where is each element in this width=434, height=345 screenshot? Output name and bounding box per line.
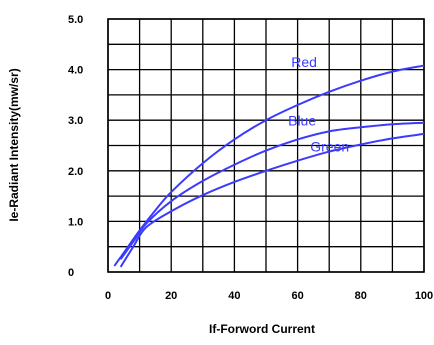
series-lines — [113, 64, 425, 268]
series-line-blue — [119, 121, 425, 260]
plot-border — [107, 18, 425, 273]
y-axis-ticks: 0 1.0 2.0 3.0 4.0 5.0 — [68, 14, 83, 279]
series-label-blue: Blue — [288, 112, 316, 128]
x-tick-label: 0 — [105, 290, 111, 302]
series-label-red: Red — [291, 54, 317, 70]
series-line-green — [119, 132, 425, 268]
x-tick-label: 20 — [165, 290, 177, 302]
y-tick-label: 3.0 — [68, 115, 83, 127]
plot-frame — [107, 18, 425, 273]
series-labels: Red Blue Green — [288, 54, 349, 155]
y-tick-label: 0 — [68, 267, 74, 279]
x-axis-ticks: 0 20 40 60 80 100 — [105, 290, 433, 302]
x-tick-label: 40 — [228, 290, 240, 302]
x-tick-label: 60 — [291, 290, 303, 302]
y-tick-label: 4.0 — [68, 65, 83, 77]
x-axis-label: If-Forword Current — [209, 322, 315, 336]
y-axis-label: Ie-Radiant Intensity(mw/sr) — [7, 68, 21, 221]
grid — [107, 18, 425, 273]
x-tick-label: 100 — [415, 290, 433, 302]
series-line-red — [113, 64, 425, 267]
y-tick-label: 5.0 — [68, 14, 83, 26]
series-label-green: Green — [310, 139, 349, 155]
y-tick-label: 1.0 — [68, 216, 83, 228]
x-tick-label: 80 — [355, 290, 367, 302]
y-tick-label: 2.0 — [68, 166, 83, 178]
